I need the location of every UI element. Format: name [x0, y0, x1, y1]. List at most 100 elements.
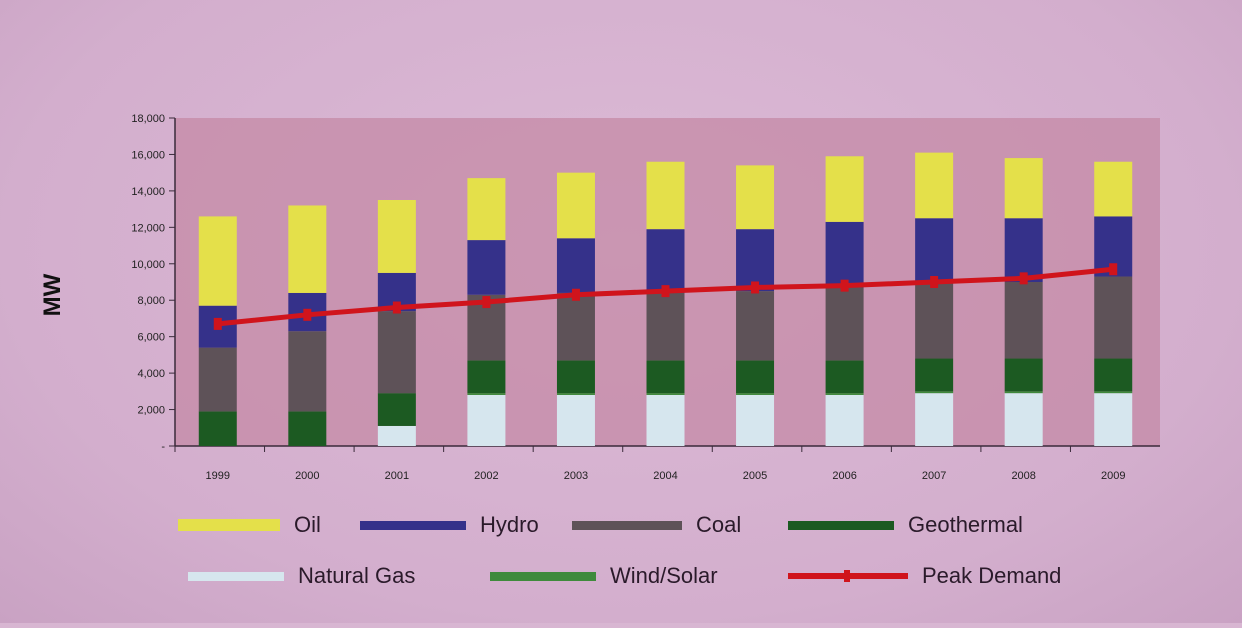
x-tick-label: 2003	[564, 470, 588, 482]
y-axis: - 2,000 4,000 6,000 8,000 10,000 12,000 14,000 1…	[131, 113, 176, 453]
bar-segment-coal	[1094, 276, 1133, 359]
x-tick-label: 2000	[295, 470, 319, 482]
legend-label-natural-gas: Natural Gas	[298, 563, 416, 588]
x-tick-label: 2004	[653, 470, 677, 482]
x-tick-label: 1999	[206, 470, 230, 482]
bar-segment-oil	[467, 178, 506, 241]
y-tick-label: 16,000	[131, 149, 165, 161]
legend-swatch-natural-gas	[188, 571, 284, 581]
bar-segment-natural-gas	[467, 394, 506, 446]
peak-demand-point	[930, 276, 939, 288]
legend: Oil Hydro Coal Geothermal Natural Gas Wi…	[178, 500, 1138, 600]
x-tick-label: 2008	[1011, 470, 1035, 482]
bar-segment-coal	[556, 292, 595, 361]
bar-segment-coal	[736, 291, 775, 361]
bar-segment-geothermal	[1004, 358, 1043, 392]
legend-item-hydro: Hydro	[360, 505, 539, 545]
y-tick-label: 14,000	[131, 186, 165, 198]
bar-segment-oil	[377, 200, 416, 273]
bar-segment-wind-solar	[1094, 391, 1133, 394]
x-tick-label: 2002	[474, 470, 498, 482]
legend-item-geothermal: Geothermal	[788, 505, 1023, 545]
x-tick-label: 2001	[385, 470, 409, 482]
legend-label-geothermal: Geothermal	[908, 512, 1023, 537]
bars	[198, 152, 1133, 446]
bar-segment-geothermal	[915, 358, 954, 392]
y-tick-label: 8,000	[137, 295, 165, 307]
legend-item-coal: Coal	[572, 505, 741, 545]
legend-swatch-geothermal	[788, 520, 894, 530]
bar-segment-coal	[825, 287, 864, 361]
bar-segment-wind-solar	[736, 393, 775, 395]
bar-segment-oil	[736, 165, 775, 230]
bar-segment-wind-solar	[556, 393, 595, 395]
bar-segment-oil	[825, 156, 864, 222]
bar-segment-coal	[288, 331, 327, 412]
legend-item-peak-demand: Peak Demand	[788, 556, 1061, 596]
legend-label-coal: Coal	[696, 512, 742, 537]
bar-segment-oil	[288, 205, 327, 293]
legend-item-natural-gas: Natural Gas	[188, 556, 415, 596]
y-tick-label: 6,000	[137, 332, 165, 344]
legend-swatch-peak-demand	[788, 570, 908, 582]
bar-segment-hydro	[1004, 218, 1043, 282]
bar-segment-natural-gas	[377, 425, 416, 446]
bar-segment-geothermal	[736, 360, 775, 394]
bar-segment-geothermal	[288, 411, 327, 446]
bar-segment-coal	[198, 347, 237, 412]
bar-segment-geothermal	[377, 393, 416, 426]
peak-demand-point	[1109, 263, 1118, 276]
bar-segment-geothermal	[825, 360, 864, 394]
legend-label-wind-solar: Wind/Solar	[610, 563, 718, 588]
peak-demand-point	[661, 285, 670, 298]
y-tick-label: 4,000	[137, 368, 165, 380]
legend-label-hydro: Hydro	[480, 512, 539, 537]
bar-segment-hydro	[467, 240, 506, 295]
bar-segment-geothermal	[198, 411, 237, 446]
bar-segment-natural-gas	[556, 394, 595, 446]
legend-swatch-hydro	[360, 520, 466, 530]
peak-demand-marker-icon	[844, 570, 850, 582]
bar-segment-hydro	[736, 229, 775, 292]
legend-swatch-wind-solar	[490, 571, 596, 581]
bar-segment-geothermal	[556, 360, 595, 394]
bar-segment-natural-gas	[1094, 393, 1133, 446]
legend-swatch-oil	[178, 519, 280, 531]
bar-segment-coal	[377, 311, 416, 394]
bar-segment-wind-solar	[915, 391, 954, 394]
bar-segment-natural-gas	[736, 394, 775, 446]
bar-segment-wind-solar	[646, 393, 685, 395]
bar-segment-coal	[915, 282, 954, 359]
bar-segment-natural-gas	[646, 394, 685, 446]
bar-segment-wind-solar	[1004, 391, 1043, 394]
bar-segment-oil	[646, 161, 685, 230]
peak-demand-point	[571, 288, 580, 301]
y-tick-label: 2,000	[137, 405, 165, 417]
bar-segment-geothermal	[467, 360, 506, 394]
bar-segment-oil	[556, 172, 595, 239]
legend-label-oil: Oil	[294, 512, 321, 537]
peak-demand-point	[1019, 272, 1028, 285]
bar-segment-oil	[1004, 158, 1043, 219]
bar-segment-hydro	[915, 218, 954, 282]
bar-segment-geothermal	[646, 360, 685, 394]
y-tick-label: 12,000	[131, 222, 165, 234]
bar-segment-natural-gas	[1004, 393, 1043, 446]
peak-demand-point	[482, 296, 491, 309]
legend-item-oil: Oil	[178, 505, 321, 545]
peak-demand-point	[392, 301, 401, 314]
bar-segment-oil	[1094, 161, 1133, 217]
bar-segment-oil	[915, 152, 954, 219]
y-tick-label: -	[161, 441, 165, 453]
peak-demand-point	[303, 308, 312, 321]
peak-demand-point	[213, 317, 222, 330]
legend-item-wind-solar: Wind/Solar	[490, 556, 718, 596]
bar-segment-coal	[1004, 282, 1043, 359]
y-axis-label: MW	[39, 273, 66, 316]
x-tick-label: 2007	[922, 470, 946, 482]
bar-segment-oil	[198, 216, 237, 306]
legend-label-peak-demand: Peak Demand	[922, 563, 1062, 588]
y-tick-label: 10,000	[131, 259, 165, 271]
